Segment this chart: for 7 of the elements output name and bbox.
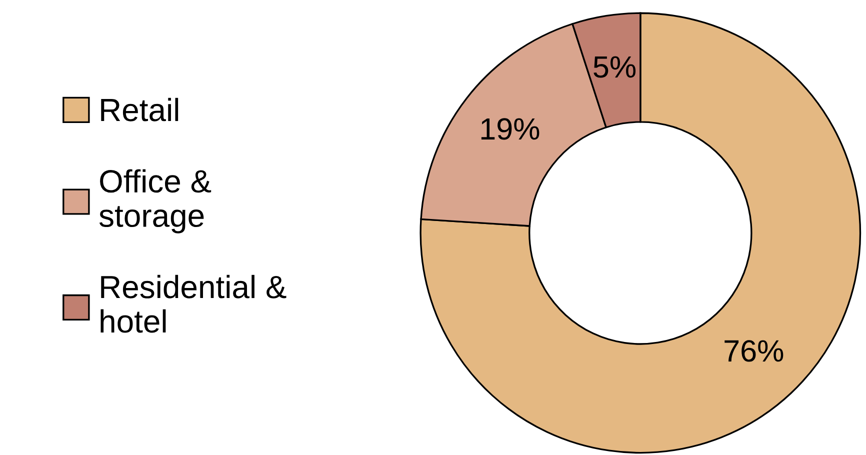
data-label: 19% bbox=[481, 118, 540, 140]
donut-slice bbox=[420, 12, 862, 454]
legend-label: Residential & hotel bbox=[100, 274, 286, 333]
data-label: 76% bbox=[724, 340, 784, 362]
legend-label: Retail bbox=[101, 98, 178, 122]
data-label: 5% bbox=[594, 56, 636, 78]
legend-label: Office & storage bbox=[99, 169, 212, 234]
